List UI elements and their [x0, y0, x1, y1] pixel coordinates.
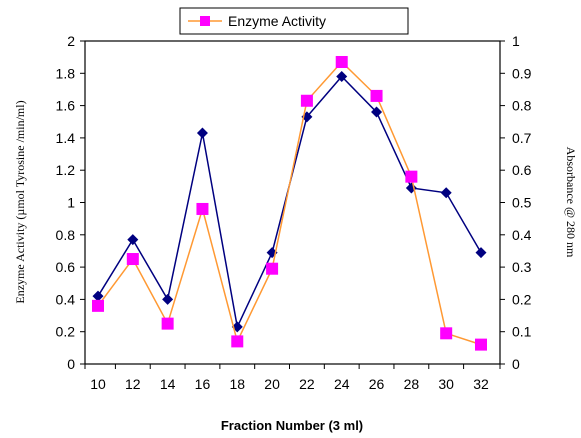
- data-point-square: [161, 317, 174, 330]
- data-point-square: [405, 170, 418, 183]
- y-axis-title: Enzyme Activity (µmol Tyrosine /min/ml): [13, 100, 27, 303]
- y2-axis-title: Absorbance @ 280 nm: [564, 147, 578, 258]
- left-axis-ticks: 0 0.2 0.4 0.6 0.8 1 1.2 1.4 1.6 1.8 2: [56, 33, 85, 372]
- legend-label: Enzyme Activity: [228, 13, 326, 29]
- data-point-square: [370, 89, 383, 102]
- data-point-square: [231, 335, 244, 348]
- left-tick-label: 0: [67, 356, 75, 372]
- x-tick-label: 12: [125, 376, 141, 392]
- legend-marker-swatch: [200, 16, 210, 26]
- series-layer: [92, 55, 487, 351]
- left-tick-label: 2: [67, 33, 75, 49]
- right-tick-label: 0.6: [512, 162, 532, 178]
- x-tick-label: 18: [229, 376, 245, 392]
- x-axis-title: Fraction Number (3 ml): [221, 418, 363, 433]
- data-point-diamond: [196, 127, 208, 139]
- left-tick-label: 0.4: [56, 291, 76, 307]
- left-tick-label: 1.2: [56, 162, 76, 178]
- x-tick-label: 10: [90, 376, 106, 392]
- plot-area: [84, 40, 501, 365]
- left-tick-label: 1: [67, 195, 75, 211]
- data-point-square: [266, 262, 279, 275]
- x-tick-label: 28: [404, 376, 420, 392]
- series-line-0: [97, 60, 482, 346]
- left-tick-label: 1.6: [56, 98, 76, 114]
- right-tick-label: 0.5: [512, 195, 532, 211]
- data-point-diamond: [440, 187, 452, 199]
- data-point-square: [196, 202, 209, 215]
- left-tick-label: 0.6: [56, 259, 76, 275]
- x-tick-label: 14: [160, 376, 176, 392]
- right-tick-label: 0.4: [512, 227, 532, 243]
- data-point-square: [475, 338, 487, 351]
- right-tick-label: 0.1: [512, 324, 532, 340]
- x-tick-label: 16: [195, 376, 211, 392]
- data-point-square: [300, 94, 313, 107]
- left-tick-label: 0.2: [56, 324, 76, 340]
- x-tick-label: 24: [334, 376, 350, 392]
- right-tick-label: 0: [512, 356, 520, 372]
- x-axis-ticks: 10 12 14 16 18 20 22 24 26 28 30 32: [84, 364, 501, 392]
- left-tick-label: 1.4: [56, 130, 76, 146]
- data-point-square: [440, 327, 453, 340]
- x-tick-label: 20: [264, 376, 280, 392]
- data-point-diamond: [371, 106, 383, 118]
- right-axis-ticks: 0 0.1 0.2 0.3 0.4 0.5 0.6 0.7 0.8 0.9 1: [500, 33, 532, 372]
- right-tick-label: 0.2: [512, 291, 532, 307]
- left-tick-label: 1.8: [56, 65, 76, 81]
- data-point-square: [126, 253, 139, 266]
- right-tick-label: 0.7: [512, 130, 532, 146]
- right-tick-label: 0.9: [512, 65, 532, 81]
- data-point-diamond: [162, 293, 174, 305]
- right-tick-label: 0.3: [512, 259, 532, 275]
- legend: Enzyme Activity: [179, 7, 409, 35]
- x-tick-label: 32: [473, 376, 489, 392]
- x-tick-label: 22: [299, 376, 315, 392]
- data-point-diamond: [475, 247, 487, 259]
- data-point-diamond: [336, 71, 348, 83]
- data-point-diamond: [127, 234, 139, 246]
- left-tick-label: 0.8: [56, 227, 76, 243]
- right-tick-label: 1: [512, 33, 520, 49]
- right-tick-label: 0.8: [512, 98, 532, 114]
- data-point-diamond: [92, 290, 104, 302]
- data-point-square: [92, 299, 104, 312]
- x-tick-label: 26: [369, 376, 385, 392]
- x-tick-label: 30: [438, 376, 454, 392]
- data-point-square: [335, 55, 348, 68]
